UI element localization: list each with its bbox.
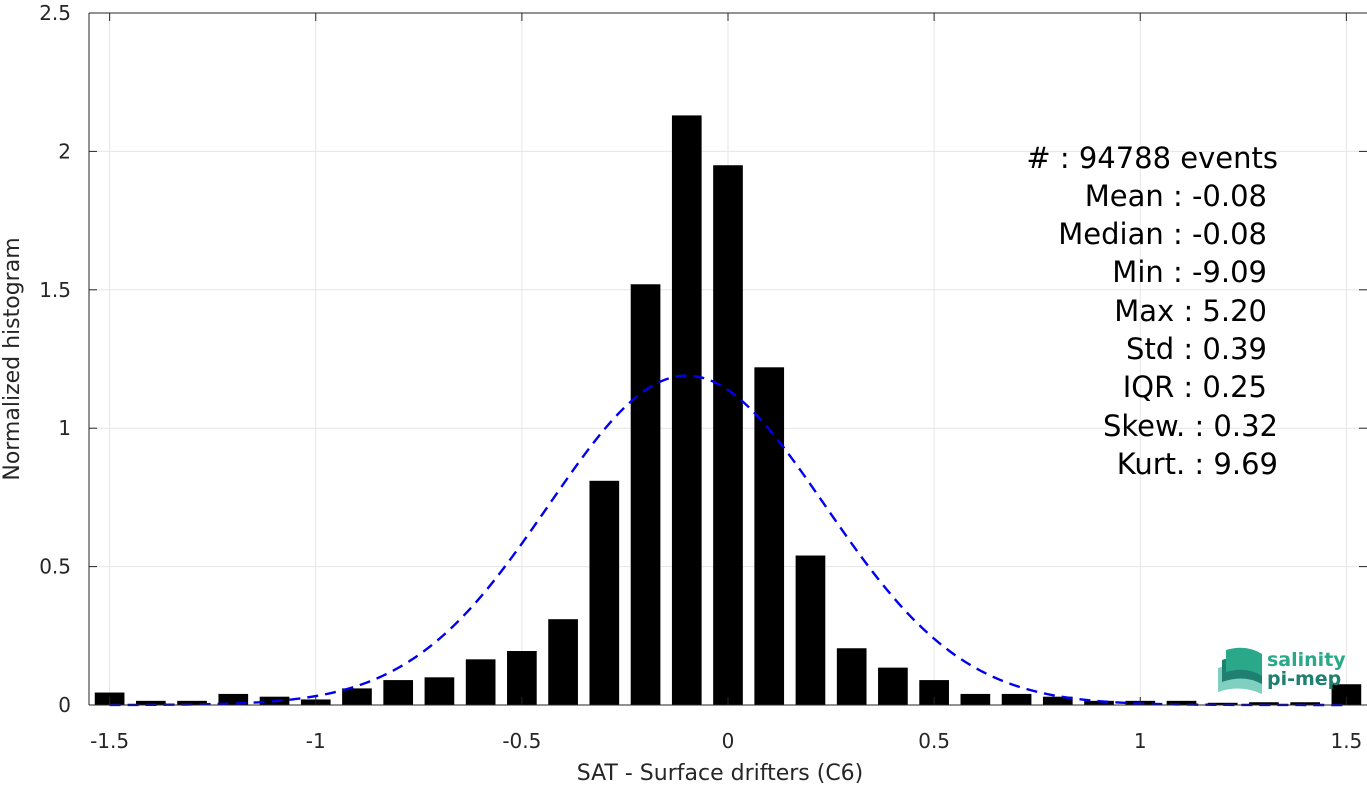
- x-tick-label: 0.5: [918, 729, 950, 753]
- histogram-bar: [1290, 702, 1321, 705]
- histogram-bar: [383, 680, 414, 705]
- x-tick-label: 0: [722, 729, 735, 753]
- stat-iqr: IQR : 0.25: [1123, 370, 1267, 404]
- histogram-bar: [589, 480, 620, 705]
- stat-min: Min : -9.09: [1112, 255, 1267, 289]
- x-axis-title: SAT - Surface drifters (C6): [577, 761, 864, 785]
- histogram-bar: [218, 693, 249, 705]
- y-tick-label: 0: [58, 693, 71, 717]
- x-tick-label: -1.5: [90, 729, 129, 753]
- x-tick-label: -1: [306, 729, 326, 753]
- logo-text-pimep: pi-mep: [1267, 668, 1341, 690]
- y-tick-label: 1: [58, 416, 71, 440]
- stat-max: Max : 5.20: [1114, 294, 1267, 328]
- histogram-bar: [342, 688, 372, 705]
- salinity-pimep-logo: salinity pi-mep: [1218, 647, 1346, 694]
- histogram-bar: [630, 284, 661, 705]
- histogram-bar: [177, 700, 207, 705]
- histogram-bar: [671, 115, 702, 705]
- stat-median: Median : -0.08: [1058, 217, 1267, 251]
- histogram-bar: [1166, 700, 1197, 705]
- histogram-bar: [548, 619, 578, 705]
- stat-events: # : 94788 events: [1026, 141, 1278, 175]
- stat-skew: Skew. : 0.32: [1103, 409, 1278, 443]
- stats-annotation: # : 94788 events Mean : -0.08 Median : -…: [1026, 141, 1278, 481]
- stat-mean: Mean : -0.08: [1085, 179, 1267, 213]
- histogram-bar: [424, 677, 455, 705]
- histogram-bar: [1084, 700, 1114, 705]
- histogram-bar: [1249, 702, 1279, 705]
- histogram-bars: [94, 115, 1362, 706]
- x-tick-labels: -1.5 -1 -0.5 0 0.5 1 1.5: [90, 729, 1362, 753]
- y-tick-label: 2.5: [39, 1, 71, 25]
- x-tick-label: -0.5: [502, 729, 541, 753]
- stat-kurt: Kurt. : 9.69: [1117, 447, 1278, 481]
- histogram-bar: [465, 659, 496, 705]
- histogram-bar: [1331, 684, 1362, 705]
- x-tick-label: 1: [1134, 729, 1147, 753]
- histogram-bar: [878, 667, 908, 705]
- histogram-bar: [754, 367, 785, 705]
- stat-std: Std : 0.39: [1126, 332, 1267, 366]
- histogram-bar: [795, 555, 826, 705]
- y-tick-label: 0.5: [39, 555, 71, 579]
- x-tick-label: 1.5: [1330, 729, 1362, 753]
- wave-layers-icon: [1218, 647, 1262, 694]
- y-tick-label: 1.5: [39, 278, 71, 302]
- histogram-bar: [507, 651, 537, 705]
- histogram-bar: [1207, 702, 1238, 705]
- y-axis-title: Normalized histogram: [0, 237, 25, 480]
- axes-frame: [88, 12, 1367, 706]
- histogram-bar: [1001, 693, 1032, 705]
- histogram-bar: [836, 648, 867, 705]
- histogram-bar: [713, 165, 743, 706]
- histogram-bar: [135, 700, 166, 705]
- y-tick-label: 2: [58, 139, 71, 163]
- logo-text-salinity: salinity: [1267, 649, 1346, 671]
- y-tick-labels: 0 0.5 1 1.5 2 2.5: [39, 1, 71, 717]
- histogram-bar: [960, 693, 991, 705]
- histogram-bar: [1042, 696, 1073, 705]
